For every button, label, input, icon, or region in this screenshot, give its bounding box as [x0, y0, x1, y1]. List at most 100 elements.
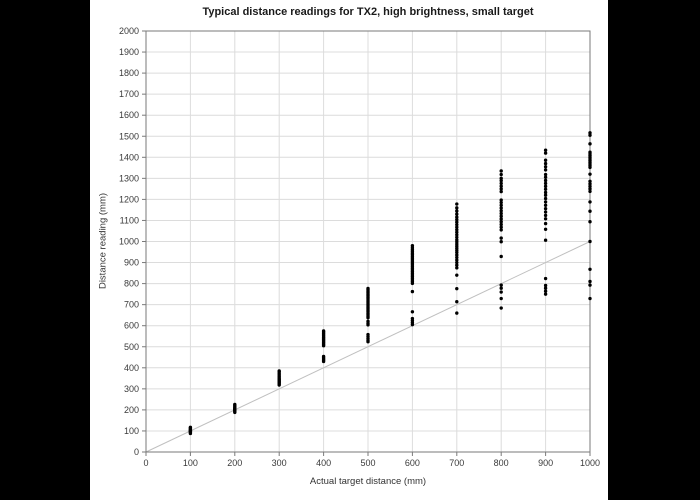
data-point	[543, 200, 548, 204]
data-point	[499, 290, 503, 294]
data-point	[499, 220, 503, 224]
data-point	[499, 283, 503, 287]
x-tick-label: 1000	[580, 458, 600, 468]
y-tick-label: 200	[124, 405, 139, 415]
data-point	[277, 369, 281, 373]
x-tick-label: 800	[494, 458, 509, 468]
data-point	[455, 263, 459, 267]
data-point	[499, 236, 503, 240]
data-point	[455, 255, 459, 260]
x-tick-label: 300	[272, 458, 287, 468]
data-point	[588, 150, 592, 154]
data-point	[455, 220, 459, 224]
y-tick-label: 1800	[119, 68, 139, 78]
data-point	[588, 267, 592, 271]
data-point	[543, 158, 548, 162]
data-point	[499, 214, 503, 218]
data-point	[588, 142, 592, 146]
x-axis-label: Actual target distance (mm)	[309, 476, 427, 487]
data-point	[588, 283, 592, 287]
data-point	[455, 215, 459, 219]
data-point	[543, 165, 548, 169]
data-point	[499, 184, 503, 188]
data-point	[455, 311, 459, 315]
y-tick-label: 1900	[119, 47, 139, 57]
data-point	[543, 292, 548, 296]
data-point	[543, 161, 548, 166]
chart-figure: Typical distance readings for TX2, high …	[90, 0, 608, 500]
data-point	[543, 172, 548, 177]
data-point	[499, 176, 503, 181]
data-point	[543, 148, 548, 152]
data-point	[455, 235, 459, 239]
data-point	[455, 260, 459, 265]
data-point	[499, 286, 503, 290]
data-point	[588, 220, 592, 224]
x-tick-label: 400	[316, 458, 331, 468]
x-tick-label: 200	[227, 458, 242, 468]
data-point	[543, 213, 548, 218]
data-point	[499, 206, 503, 210]
y-tick-label: 1300	[119, 173, 139, 183]
x-tick-label: 500	[360, 458, 375, 468]
data-point	[543, 227, 548, 231]
data-point	[499, 200, 503, 205]
data-point	[543, 289, 548, 293]
data-point	[455, 202, 459, 206]
data-point	[543, 168, 548, 172]
data-point	[499, 254, 503, 259]
y-tick-label: 1500	[119, 131, 139, 141]
data-point	[543, 184, 548, 189]
y-tick-label: 1200	[119, 194, 139, 204]
data-point	[588, 200, 592, 204]
data-point	[455, 253, 459, 257]
data-point	[588, 172, 592, 176]
data-point	[410, 316, 415, 321]
data-point	[410, 289, 415, 294]
y-tick-label: 500	[124, 342, 139, 352]
data-point	[321, 329, 326, 333]
y-tick-label: 700	[124, 300, 139, 310]
y-tick-label: 2000	[119, 26, 139, 36]
data-point	[499, 222, 503, 227]
data-point	[543, 206, 548, 211]
data-point	[588, 179, 592, 183]
data-point	[588, 182, 592, 186]
x-tick-label: 900	[538, 458, 553, 468]
data-point	[588, 131, 592, 135]
data-point	[455, 233, 459, 237]
data-point	[543, 210, 548, 214]
data-point	[543, 187, 548, 191]
data-point	[410, 244, 415, 248]
data-point	[410, 310, 415, 314]
data-point	[455, 209, 459, 213]
data-point	[543, 203, 548, 207]
data-point	[455, 222, 459, 227]
y-tick-label: 0	[134, 447, 139, 457]
data-point	[455, 212, 459, 216]
y-tick-label: 300	[124, 384, 139, 394]
y-tick-label: 800	[124, 279, 139, 289]
data-point	[455, 286, 459, 291]
data-point	[499, 209, 503, 213]
data-point	[455, 238, 459, 242]
data-point	[455, 258, 459, 262]
data-point	[366, 332, 370, 337]
data-point	[455, 300, 459, 304]
y-tick-label: 100	[124, 426, 139, 436]
data-point	[588, 239, 592, 244]
data-point	[543, 151, 548, 155]
x-tick-label: 600	[405, 458, 420, 468]
chart-svg: 0 100 200 300 400 500 600 700 800 900 1000 0 100 200 3…	[119, 26, 600, 468]
data-point	[499, 228, 503, 232]
data-point	[543, 217, 548, 221]
y-tick-label: 1700	[119, 89, 139, 99]
data-point	[588, 187, 592, 191]
data-point	[543, 238, 548, 242]
data-point	[455, 206, 459, 210]
y-tick-label: 1000	[119, 237, 139, 247]
data-point	[455, 217, 459, 222]
data-point	[455, 273, 459, 277]
y-tick-label: 1100	[120, 215, 139, 225]
